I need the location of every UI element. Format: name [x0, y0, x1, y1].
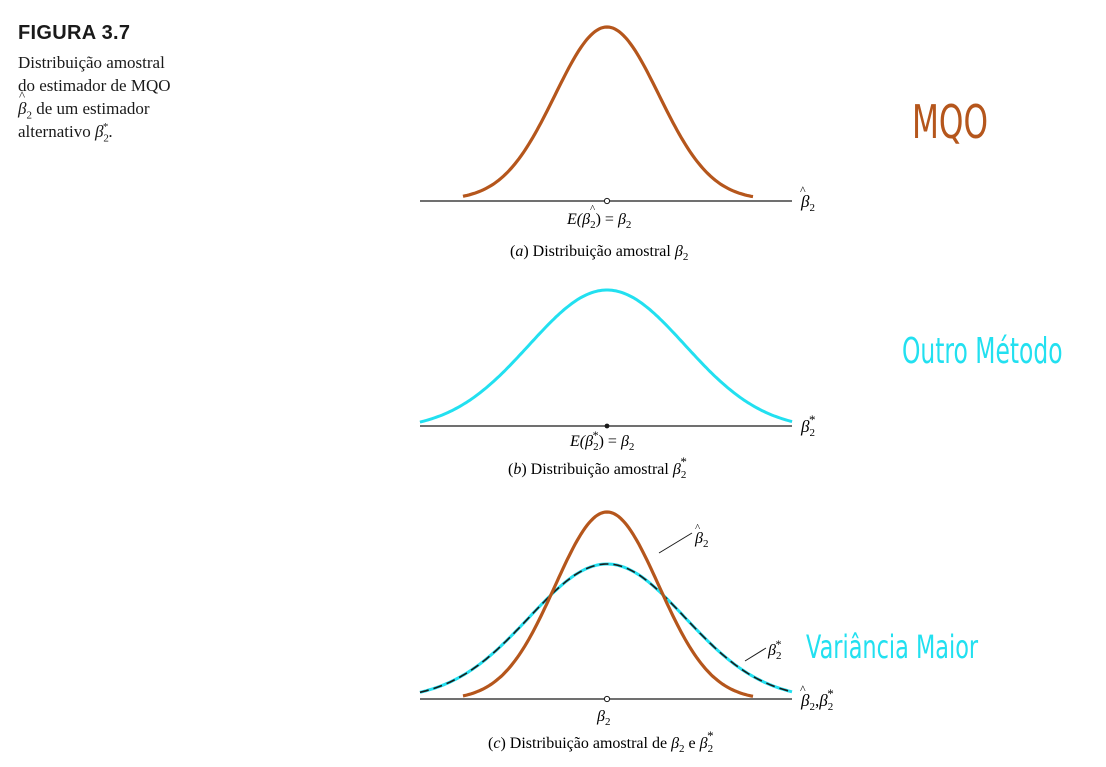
panel-c-alt-curve-dashed [419, 563, 793, 694]
superscript: * [102, 121, 109, 134]
hat-mark: ^ [800, 682, 806, 696]
panel-c-axis-label: β2,β2* [800, 686, 834, 713]
figure-description: Distribuição amostral do estimador de MQ… [18, 51, 218, 145]
annotation-outro-metodo: Outro Método [902, 331, 1063, 373]
panel-b-alt-curve [419, 288, 793, 424]
figure-label: FIGURA 3.7 [18, 22, 131, 44]
panel-a-axis-label: β2 [800, 192, 815, 214]
beta-star-symbol: β [94, 122, 104, 141]
subscript: 2 [26, 109, 32, 122]
panel-c-alt-curve [419, 562, 793, 694]
panel-c-mean-point [603, 695, 611, 703]
hat-mark: ^ [800, 183, 806, 197]
hat-mark: ^ [695, 522, 701, 534]
panel-a: β2 ^ E(β2) = β2 ^ (a) Distribuição amost… [420, 25, 815, 263]
panel-b-alt-curve-outline [419, 289, 793, 423]
panel-a-subtitle: (a) Distribuição amostral β2 [510, 243, 688, 263]
annotation-variancia-maior: Variância Maior [806, 628, 979, 666]
panel-a-mean-point [603, 197, 611, 205]
caption-text: de um estimador [31, 99, 150, 118]
caption-line-1: Distribuição amostral [18, 53, 165, 72]
caption-line-3: β2 de um estimador [18, 84, 218, 122]
annotation-mqo: MQO [912, 97, 988, 150]
panel-a-ols-curve [462, 25, 754, 199]
hat-mark: ^ [590, 203, 596, 215]
panel-a-mean-label: E(β2) = β2 [566, 211, 631, 231]
panel-c-alt-label: β2* [767, 637, 781, 662]
caption-text: . [108, 122, 113, 141]
panel-b: β2* E(β2*) = β2 (b) Distribuição amostra… [419, 288, 815, 481]
panel-c-ols-curve [462, 510, 754, 698]
handwritten-annotations: MQO Outro Método Variância Maior [806, 97, 1063, 666]
panel-c-ols-label: β2 [694, 530, 708, 550]
panel-c: β2 ^ β2* β2,β2* ^ β2 (c) Distribuição am… [419, 510, 834, 755]
panel-b-axis-label: β2* [800, 412, 815, 439]
panel-b-mean-point [604, 423, 610, 429]
panel-c-mean-label: β2 [596, 708, 610, 728]
beta-hat-symbol: β [18, 84, 26, 120]
panel-b-mean-label: E(β2*) = β2 [569, 428, 634, 453]
caption-text: alternativo [18, 122, 95, 141]
panel-b-subtitle: (b) Distribuição amostral β2* [508, 454, 687, 481]
subscript: 2 [103, 132, 109, 145]
panel-c-subtitle: (c) Distribuição amostral de β2 e β2* [488, 728, 714, 755]
caption-line-4: alternativo β2*. [18, 120, 218, 145]
caption-line-2: do estimador de MQO [18, 76, 171, 95]
panel-c-ols-leader [658, 532, 693, 554]
panel-c-alt-leader [744, 647, 767, 662]
figure-caption: FIGURA 3.7 Distribuição amostral do esti… [18, 22, 218, 145]
